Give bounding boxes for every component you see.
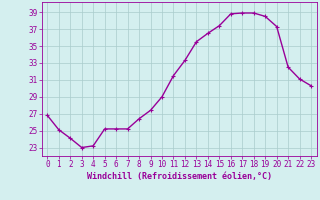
X-axis label: Windchill (Refroidissement éolien,°C): Windchill (Refroidissement éolien,°C) — [87, 172, 272, 181]
